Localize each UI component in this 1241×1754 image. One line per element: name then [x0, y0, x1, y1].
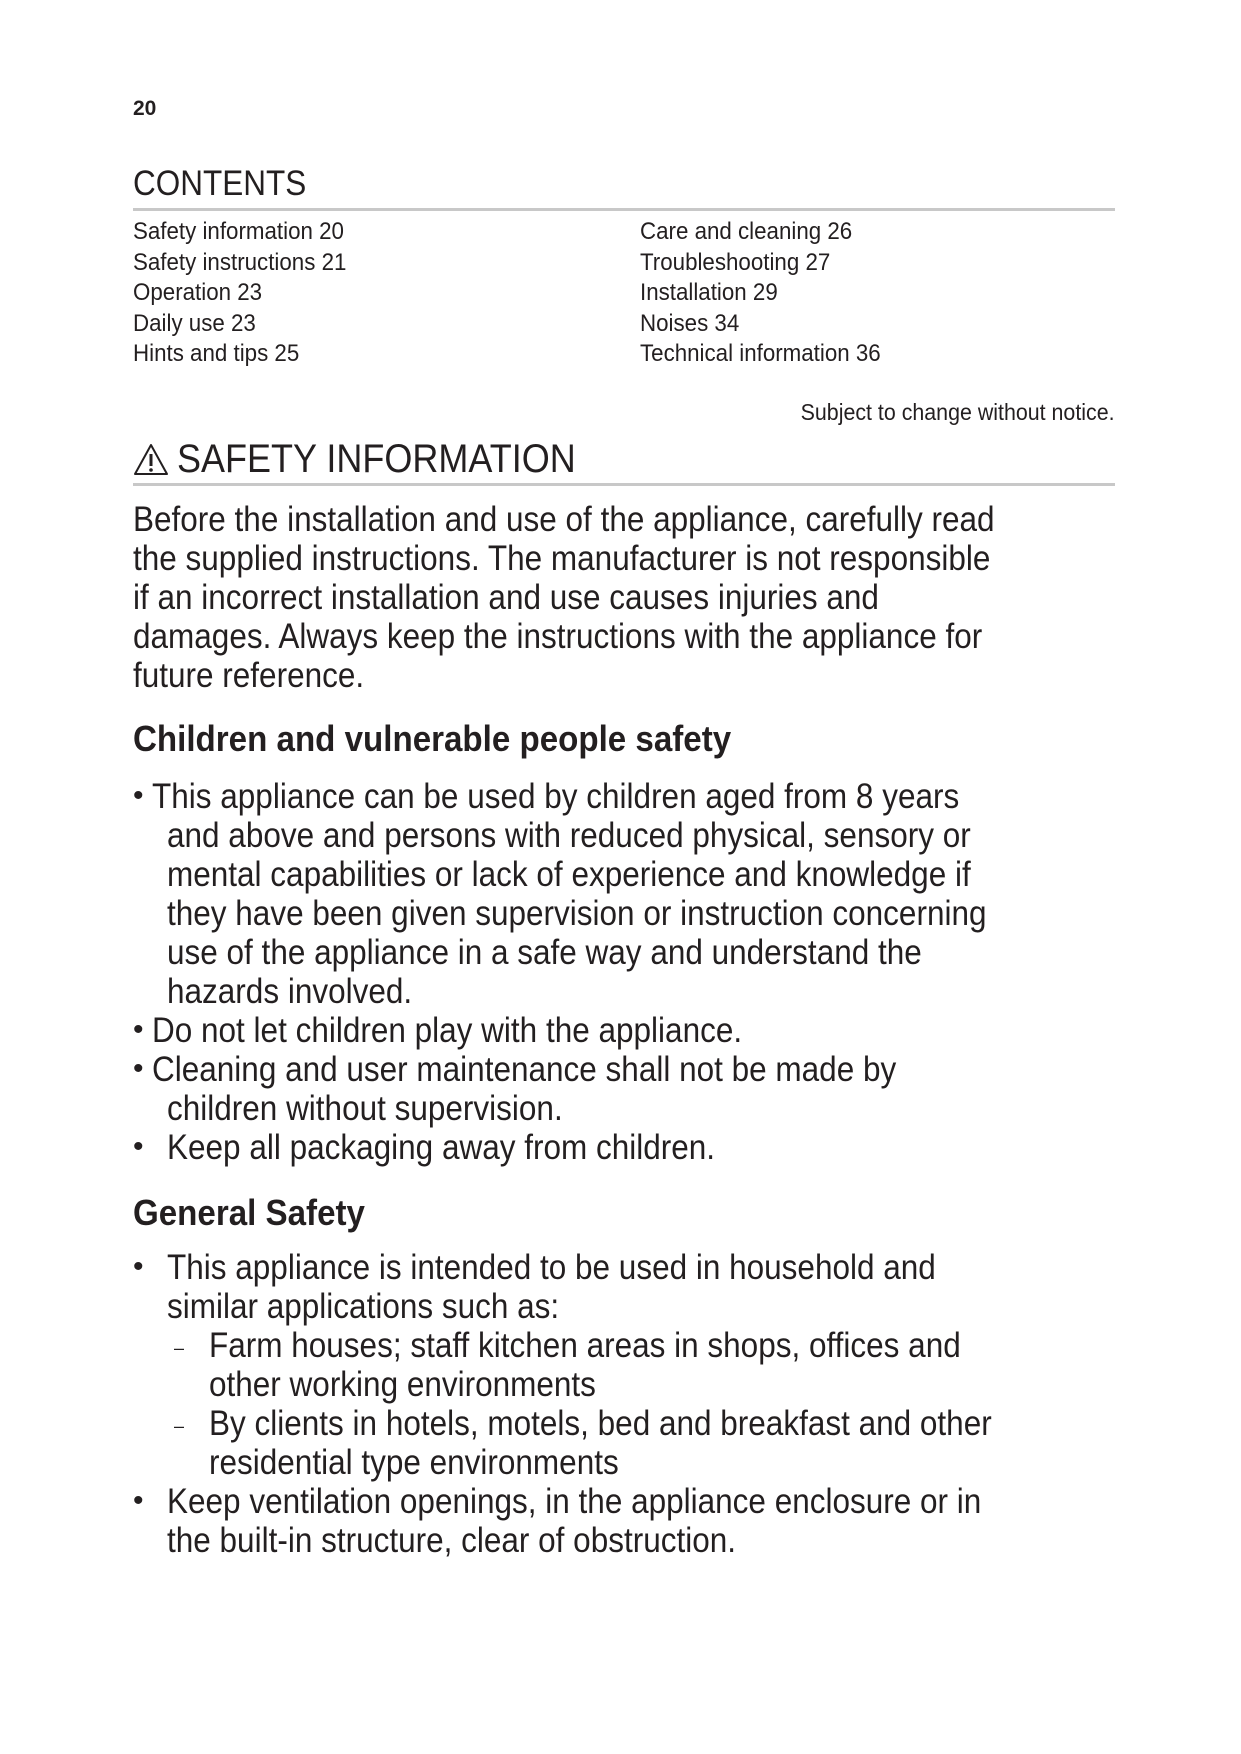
list-item-line: residential type environments [209, 1443, 619, 1482]
list-item-line: children without supervision. [167, 1089, 563, 1128]
dash-marker: – [174, 1338, 185, 1358]
list-item: Farm houses; staff kitchen areas in shop… [209, 1326, 1044, 1404]
bullet-marker: • [133, 779, 144, 812]
list-item-line: similar applications such as: [167, 1287, 560, 1326]
list-item-line: they have been given supervision or inst… [167, 894, 987, 933]
list-item: By clients in hotels, motels, bed and br… [209, 1404, 1079, 1482]
list-item: Keep ventilation openings, in the applia… [167, 1482, 1072, 1560]
intro-line: Before the installation and use of the a… [133, 500, 995, 539]
list-item-line: mental capabilities or lack of experienc… [167, 855, 971, 894]
bullet-marker: • [133, 1130, 144, 1163]
list-item-line: Do not let children play with the applia… [152, 1011, 743, 1050]
list-item: Do not let children play with the applia… [152, 1011, 808, 1050]
list-item-line: Keep ventilation openings, in the applia… [167, 1482, 982, 1521]
contents-title: CONTENTS [133, 164, 307, 203]
dash-marker: – [174, 1416, 185, 1436]
list-item: This appliance can be used by children a… [152, 777, 1078, 1011]
toc-entry: Noises 34 [640, 309, 740, 337]
intro-paragraph: Before the installation and use of the a… [133, 500, 1090, 695]
divider [133, 483, 1115, 486]
list-item-line: This appliance can be used by children a… [152, 777, 960, 816]
toc-entry: Daily use 23 [133, 309, 256, 337]
toc-entry: Safety information 20 [133, 218, 344, 245]
intro-line: the supplied instructions. The manufactu… [133, 539, 991, 578]
list-item-line: By clients in hotels, motels, bed and br… [209, 1404, 992, 1443]
children-safety-heading: Children and vulnerable people safety [133, 718, 732, 759]
list-item-line: Farm houses; staff kitchen areas in shop… [209, 1326, 961, 1365]
list-item-line: This appliance is intended to be used in… [167, 1248, 936, 1287]
toc-entry: Hints and tips 25 [133, 340, 300, 367]
warning-triangle-icon [134, 443, 168, 475]
notice: Subject to change without notice. [801, 399, 1115, 425]
bullet-marker: • [133, 1052, 144, 1085]
toc-entry: Installation 29 [640, 279, 778, 306]
bullet-marker: • [133, 1250, 144, 1283]
list-item: This appliance is intended to be used in… [167, 1248, 1021, 1326]
page-number: 20 [133, 97, 157, 120]
list-item-line: and above and persons with reduced physi… [167, 816, 971, 855]
bullet-marker: • [133, 1484, 144, 1517]
toc-entry: Technical information 36 [640, 340, 881, 367]
bullet-marker: • [133, 1013, 144, 1046]
toc-entry: Operation 23 [133, 279, 263, 306]
intro-line: damages. Always keep the instructions wi… [133, 617, 983, 656]
list-item-line: Cleaning and user maintenance shall not … [152, 1050, 897, 1089]
list-item-line: hazards involved. [167, 972, 413, 1011]
toc-left-column: Safety information 20 Safety instructions… [133, 217, 362, 370]
toc-right-column: Care and cleaning 26 Troubleshooting 27 In… [640, 217, 899, 370]
intro-line: if an incorrect installation and use cau… [133, 578, 879, 617]
general-safety-heading: General Safety [133, 1192, 365, 1233]
list-item-line: other working environments [209, 1365, 596, 1404]
list-item-line: Keep all packaging away from children. [167, 1128, 716, 1167]
toc-entry: Safety instructions 21 [133, 248, 347, 276]
section-title: SAFETY INFORMATION [133, 437, 620, 482]
toc-entry: Troubleshooting 27 [640, 248, 831, 276]
list-item-line: the built-in structure, clear of obstruc… [167, 1521, 737, 1560]
intro-line: future reference. [133, 656, 365, 695]
toc-entry: Care and cleaning 26 [640, 218, 853, 245]
divider [133, 208, 1115, 211]
list-item: Cleaning and user maintenance shall not … [152, 1050, 979, 1128]
list-item-line: use of the appliance in a safe way and u… [167, 933, 922, 972]
list-item: Keep all packaging away from children. [167, 1128, 776, 1167]
